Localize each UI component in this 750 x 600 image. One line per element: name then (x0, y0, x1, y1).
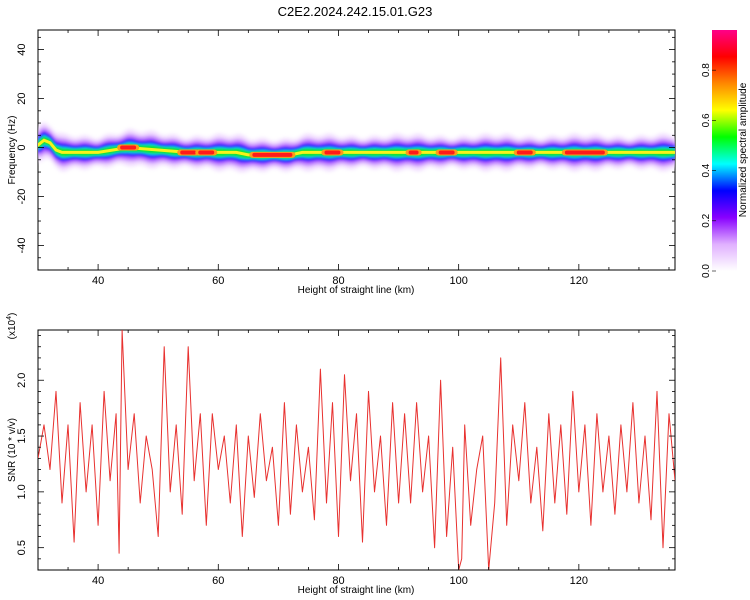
colorbar-gradient (712, 30, 737, 271)
snr-panel: 40 60 80 100 120 2.0 1.5 1.0 0.5 Height of strai… (6, 313, 676, 596)
snr-y-tick-label: 0.5 (16, 540, 28, 555)
colorbar-label: Normalized spectral amplitude (738, 82, 749, 217)
colorbar: 0.0 0.2 0.4 0.6 0.8 Normalized spectral ampl… (701, 30, 749, 278)
colorbar-tick-label: 0.0 (701, 264, 712, 278)
spectrogram-y-tick-label: 40 (16, 43, 28, 55)
spectrogram-x-tick-label: 120 (570, 275, 588, 287)
snr-y-axis-label: SNR (10 * v/v) (7, 418, 18, 482)
snr-y-unit-label: (x104) (6, 313, 18, 340)
spectrogram-y-tick-label: -40 (16, 238, 28, 254)
spectrogram-y-tick-label: 0 (16, 144, 28, 150)
spectrogram-x-tick-label: 40 (92, 275, 104, 287)
snr-x-tick-label: 40 (92, 575, 104, 587)
spectrogram-y-axis-label: Frequency (Hz) (7, 116, 18, 185)
spectrogram-y-tick-label: 20 (16, 92, 28, 104)
chart-title: C2E2.2024.242.15.01.G23 (278, 4, 433, 19)
snr-series-line (38, 330, 675, 570)
snr-x-axis-label: Height of straight line (km) (298, 585, 415, 596)
spectrogram-x-tick-label: 80 (332, 275, 344, 287)
colorbar-tick-label: 0.6 (701, 113, 712, 127)
snr-plot-frame (37, 329, 676, 571)
colorbar-tick-label: 0.2 (701, 213, 712, 227)
snr-y-tick-label: 1.5 (16, 428, 28, 443)
spectrogram-x-tick-label: 60 (212, 275, 224, 287)
snr-x-tick-label: 120 (570, 575, 588, 587)
snr-x-tick-label: 100 (449, 575, 467, 587)
spectrogram-x-tick-label: 100 (449, 275, 467, 287)
spectrogram-panel: 40 60 80 100 120 40 20 0 -20 -40 Height of straig… (7, 29, 676, 296)
spectrum-ridge-line (38, 138, 675, 157)
snr-y-tick-label: 1.0 (16, 484, 28, 499)
colorbar-tick-label: 0.8 (701, 63, 712, 77)
snr-x-tick-label: 80 (332, 575, 344, 587)
spectrogram-x-axis-label: Height of straight line (km) (298, 285, 415, 296)
colorbar-tick-label: 0.4 (701, 163, 712, 177)
spectrogram-y-tick-label: -20 (16, 189, 28, 205)
snr-x-tick-label: 60 (212, 575, 224, 587)
snr-y-tick-label: 2.0 (16, 373, 28, 388)
